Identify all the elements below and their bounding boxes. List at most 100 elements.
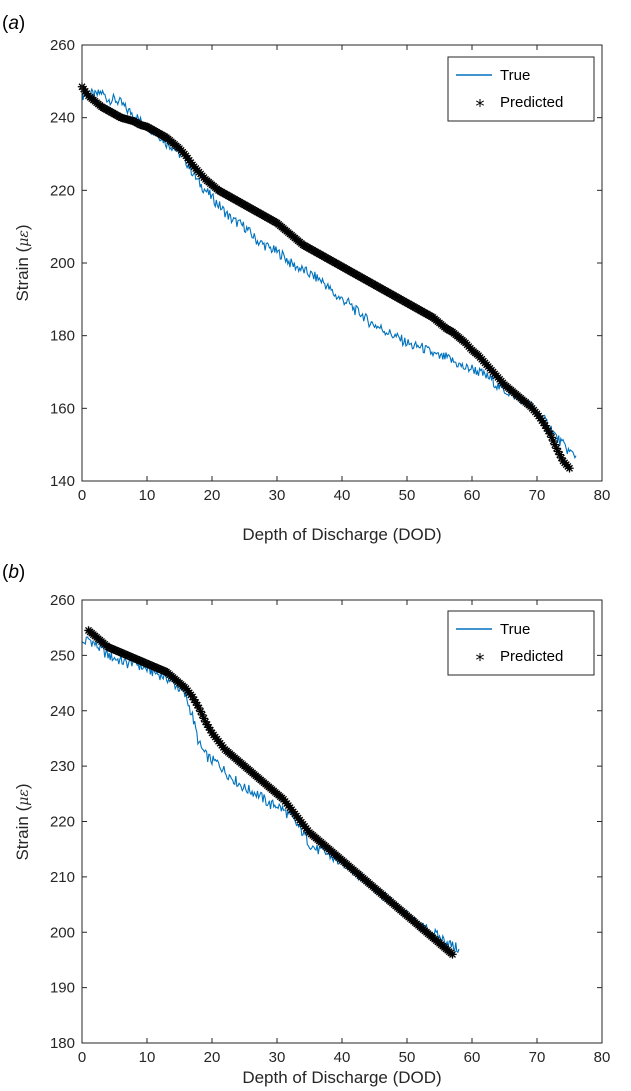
predicted-point (155, 665, 165, 674)
y-tick-label: 200 (50, 255, 75, 272)
predicted-point (150, 662, 160, 672)
predicted-point (118, 649, 127, 658)
y-axis-label-a: Strain (με) (13, 224, 32, 301)
predicted-point (133, 655, 142, 664)
chart-panel-b: (b) 0 10 20 30 40 50 60 70 80 180 190 200 210 220 230 2… (2, 562, 610, 1087)
x-tick-label: 30 (269, 1049, 286, 1066)
y-tick-label: 140 (50, 473, 75, 490)
predicted-point (198, 710, 207, 720)
predicted-point (141, 658, 150, 668)
x-tick-label: 10 (139, 487, 156, 504)
predicted-point (124, 651, 134, 661)
plot-frame-b (81, 599, 603, 1044)
x-tick-label: 40 (334, 1049, 351, 1066)
x-axis-label-a: Depth of Discharge (DOD) (242, 525, 441, 544)
x-tick-label: 70 (529, 487, 546, 504)
panel-a-label: (a) (2, 13, 25, 34)
x-tick-label: 70 (529, 1049, 546, 1066)
x-axis-label-b: Depth of Discharge (DOD) (242, 1068, 441, 1087)
y-tick-label: 210 (50, 869, 75, 886)
predicted-point (191, 698, 200, 707)
legend-true-label-a: True (500, 67, 530, 84)
predicted-point (557, 453, 566, 463)
y-tick-label: 190 (50, 980, 75, 997)
y-tick-label: 180 (50, 328, 75, 345)
predicted-point (108, 644, 118, 654)
axis-ticks-a: 0 10 20 30 40 50 60 70 80 140 160 180 200 220 240 260 (50, 37, 610, 504)
predicted-point (553, 447, 563, 456)
y-tick-label: 250 (50, 647, 75, 664)
x-tick-label: 80 (594, 487, 611, 504)
y-tick-label: 240 (50, 703, 75, 720)
predicted-point (123, 651, 132, 660)
legend-b: True * Predicted (447, 610, 595, 676)
predicted-point (544, 426, 553, 436)
predicted-point (137, 657, 147, 666)
series-predicted-b (84, 626, 457, 959)
legend-true-label-b: True (500, 621, 530, 638)
predicted-point (146, 660, 155, 670)
x-tick-label: 40 (334, 487, 351, 504)
x-tick-label: 50 (399, 1049, 416, 1066)
legend-box-a (447, 56, 595, 122)
predicted-point (193, 701, 202, 710)
x-tick-label: 20 (204, 1049, 221, 1066)
predicted-point (547, 433, 556, 442)
y-axis-label-b: Strain (με) (13, 783, 32, 860)
series-predicted-a (77, 82, 574, 473)
predicted-point (204, 723, 213, 732)
predicted-point (107, 644, 116, 653)
predicted-point (196, 707, 205, 716)
predicted-point (134, 656, 144, 665)
chart-panel-a: (a) 0 10 20 30 40 50 60 70 80 140 160 180 200 220 240 2… (2, 13, 610, 544)
predicted-point (120, 649, 129, 659)
x-tick-label: 60 (464, 487, 481, 504)
predicted-point (105, 643, 114, 652)
predicted-point (157, 665, 166, 675)
predicted-point (131, 654, 140, 664)
y-tick-label: 260 (50, 592, 75, 609)
legend-box-b (447, 610, 595, 676)
predicted-point (113, 647, 122, 656)
plot-frame-a (81, 44, 603, 482)
x-tick-label: 20 (204, 487, 221, 504)
legend-a: True * Predicted (447, 56, 595, 122)
predicted-point (159, 666, 168, 675)
predicted-point (202, 720, 212, 729)
y-tick-label: 200 (50, 924, 75, 941)
predicted-point (565, 464, 574, 473)
x-tick-label: 0 (78, 1049, 86, 1066)
y-tick-label: 240 (50, 110, 75, 127)
y-tick-label: 160 (50, 400, 75, 417)
predicted-point (201, 717, 210, 727)
predicted-point (188, 692, 197, 702)
predicted-point (149, 662, 158, 671)
legend-predicted-label-a: Predicted (500, 94, 563, 111)
y-tick-label: 260 (50, 37, 75, 54)
predicted-point (549, 436, 558, 446)
legend-predicted-marker-a: * (476, 96, 485, 117)
x-tick-label: 60 (464, 1049, 481, 1066)
predicted-point (160, 667, 170, 676)
y-tick-label: 180 (50, 1035, 75, 1052)
axis-ticks-b: 0 10 20 30 40 50 60 70 80 180 190 200 210 220 230 240 25… (50, 592, 610, 1066)
predicted-point (448, 950, 457, 959)
predicted-point (111, 646, 121, 655)
predicted-point (147, 661, 157, 670)
predicted-point (555, 450, 564, 459)
predicted-point (144, 660, 153, 669)
predicted-point (545, 429, 555, 438)
x-tick-label: 10 (139, 1049, 156, 1066)
predicted-point (199, 714, 209, 723)
predicted-point (206, 725, 215, 735)
predicted-point (116, 648, 126, 657)
panel-b-label: (b) (2, 562, 25, 583)
predicted-point (129, 653, 139, 663)
y-tick-label: 220 (50, 814, 75, 831)
predicted-point (539, 418, 548, 428)
predicted-point (152, 663, 161, 673)
predicted-point (540, 421, 550, 430)
x-tick-label: 0 (78, 487, 86, 504)
predicted-point (189, 695, 199, 704)
